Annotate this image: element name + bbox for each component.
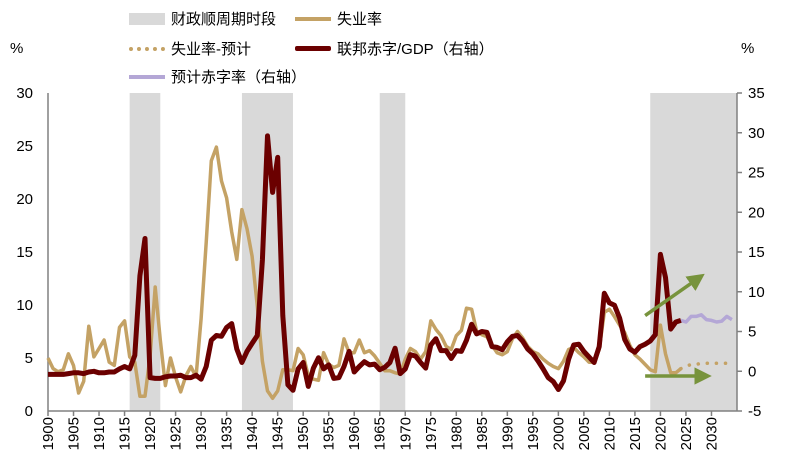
x-tick-label: 1960	[346, 417, 363, 450]
shaded-period	[650, 93, 737, 411]
x-tick-label: 2015	[627, 417, 644, 450]
x-tick-label: 1955	[321, 417, 338, 450]
right-tick-label: 20	[748, 204, 765, 221]
left-tick-label: 25	[16, 138, 33, 155]
left-tick-label: 0	[25, 403, 33, 420]
right-tick-label: 25	[748, 165, 765, 182]
deficit-line	[48, 133, 682, 393]
right-axis-unit: %	[741, 40, 755, 57]
x-tick-label: 2020	[652, 417, 669, 450]
right-tick-label: 30	[748, 125, 765, 142]
x-tick-label: 1950	[295, 417, 312, 450]
x-tick-label: 1900	[40, 417, 57, 450]
x-tick-label: 2010	[601, 417, 618, 450]
x-tick-label: 1940	[244, 417, 261, 450]
legend-item-deficit-forecast: 预计赤字率（右轴）	[129, 66, 306, 87]
legend-label-unemployment: 失业率	[337, 11, 383, 28]
legend-swatch-unemployment-forecast	[129, 46, 165, 51]
x-tick-label: 1935	[219, 417, 236, 450]
unemployment-forecast-line	[679, 361, 734, 371]
left-axis-unit: %	[10, 40, 24, 57]
right-tick-label: 10	[748, 284, 765, 301]
x-tick-label: 1985	[474, 417, 491, 450]
x-tick-label: 2000	[550, 417, 567, 450]
left-tick-label: 15	[16, 244, 33, 261]
x-tick-label: 1990	[499, 417, 516, 450]
trend-arrow	[644, 273, 705, 318]
x-tick-label: 1945	[270, 417, 287, 450]
legend-swatch-unemployment	[295, 16, 331, 21]
unemployment-line	[46, 145, 683, 401]
x-tick-label: 2030	[703, 417, 720, 450]
legend-swatch-shade	[129, 12, 165, 25]
right-tick-label: 0	[748, 363, 756, 380]
legend-item-unemployment: 失业率	[295, 8, 382, 29]
deficit-forecast-line	[680, 313, 733, 324]
legend-label-shade: 财政顺周期时段	[171, 11, 277, 28]
legend-item-shade: 财政顺周期时段	[129, 8, 276, 29]
legend-item-unemployment-forecast: 失业率-预计	[129, 38, 251, 59]
right-tick-label: 5	[748, 324, 756, 341]
x-tick-label: 1980	[448, 417, 465, 450]
shaded-period	[379, 93, 406, 411]
x-tick-label: 1920	[142, 417, 159, 450]
left-tick-label: 30	[16, 85, 33, 102]
legend-item-deficit: 联邦赤字/GDP（右轴）	[295, 38, 494, 59]
right-tick-label: -5	[748, 403, 761, 420]
x-tick-label: 1970	[397, 417, 414, 450]
right-tick-label: 35	[748, 85, 765, 102]
x-tick-label: 1930	[193, 417, 210, 450]
legend-swatch-deficit	[295, 46, 331, 51]
x-tick-label: 1995	[525, 417, 542, 450]
x-tick-label: 1905	[66, 417, 83, 450]
x-tick-label: 1910	[91, 417, 108, 450]
x-tick-label: 1965	[372, 417, 389, 450]
legend-label-deficit: 联邦赤字/GDP（右轴）	[337, 41, 494, 58]
left-tick-label: 5	[25, 350, 33, 367]
legend-label-deficit-forecast: 预计赤字率（右轴）	[171, 69, 307, 86]
left-tick-label: 10	[16, 297, 33, 314]
x-tick-label: 1975	[423, 417, 440, 450]
x-tick-label: 2005	[576, 417, 593, 450]
x-tick-label: 1925	[168, 417, 185, 450]
left-tick-label: 20	[16, 191, 33, 208]
x-tick-label: 1915	[117, 417, 134, 450]
right-tick-label: 15	[748, 244, 765, 261]
legend-label-unemployment-forecast: 失业率-预计	[171, 41, 251, 58]
x-tick-label: 2025	[678, 417, 695, 450]
legend-swatch-deficit-forecast	[129, 74, 165, 79]
